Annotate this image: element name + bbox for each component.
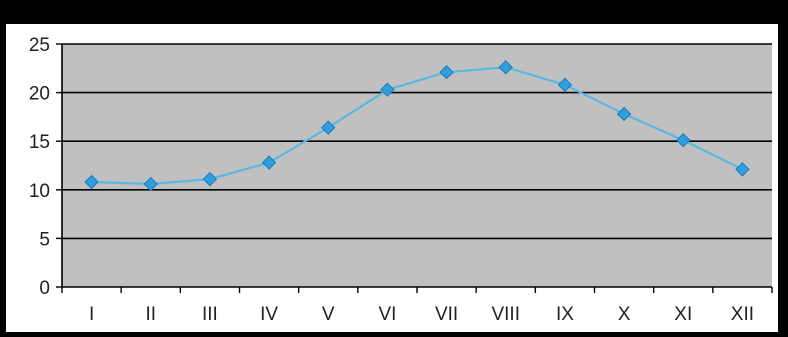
data-point-IV	[261, 155, 277, 170]
data-point-V	[321, 120, 336, 135]
data-point-XI	[676, 133, 691, 148]
y-tick-label-20: 20	[29, 84, 50, 105]
data-point-VIII	[498, 60, 513, 75]
data-point-XII	[735, 162, 750, 177]
x-tick-label-V: V	[322, 304, 335, 325]
data-point-X	[616, 106, 632, 122]
x-tick-label-I: I	[89, 304, 94, 325]
y-tick-label-15: 15	[29, 132, 50, 153]
gridlines	[62, 43, 772, 240]
x-tick-label-IX: IX	[556, 304, 574, 325]
data-point-IX	[557, 77, 573, 93]
series-line-0	[91, 66, 743, 186]
x-tick-label-XI: XI	[674, 304, 692, 325]
y-tick-label-5: 5	[39, 229, 50, 250]
chart-canvas: 0 5 10 15 20 25 I II III IV V VI VII VIII IX X XI XII	[6, 24, 778, 332]
x-tick-label-XII: XII	[731, 304, 754, 325]
x-tick-label-X: X	[618, 304, 631, 325]
data-point-I	[84, 174, 99, 190]
data-point-III	[202, 171, 218, 187]
x-tick-label-VIII: VIII	[491, 304, 520, 325]
x-tick-label-VII: VII	[435, 304, 458, 325]
x-axis-ticks: I II III IV V VI VII VIII IX X XI XII	[61, 287, 773, 325]
x-tick-label-VI: VI	[378, 304, 396, 325]
data-point-VII	[439, 64, 454, 80]
series-layer	[84, 60, 750, 192]
plot-area	[62, 44, 772, 287]
y-axis-ticks: 0 5 10 15 20 25	[29, 35, 62, 299]
data-point-II	[143, 176, 158, 192]
y-tick-label-10: 10	[29, 181, 50, 202]
y-tick-label-25: 25	[29, 35, 50, 56]
data-point-VI	[380, 82, 395, 97]
y-tick-label-0: 0	[39, 278, 50, 299]
x-tick-label-III: III	[202, 304, 218, 325]
x-tick-label-IV: IV	[260, 304, 278, 325]
x-tick-label-II: II	[145, 304, 156, 325]
